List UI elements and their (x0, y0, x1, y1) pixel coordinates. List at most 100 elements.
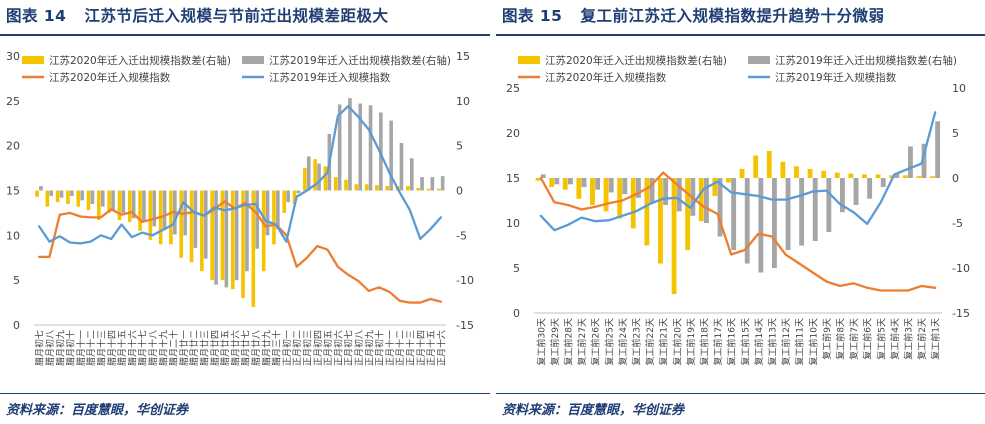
chart1-bar-s0-3 (576, 178, 582, 199)
chart0-bar-s1-16 (203, 190, 208, 259)
chart0-bar-s0-7 (107, 190, 111, 213)
chart0-category-label-24: 正月初一 (281, 330, 293, 366)
chart1-bar-s1-28 (921, 143, 927, 178)
chart0-bar-s1-22 (265, 190, 270, 236)
chart0-category-label-23: 腊月三十 (271, 330, 283, 366)
chart1-bar-s0-6 (617, 178, 623, 219)
figure-15-title-text: 复工前江苏迁入规模指数提升趋势十分微弱 (580, 7, 885, 25)
chart1-category-label-4: 复工前26天 (590, 318, 602, 365)
chart0-bar-s1-38 (430, 177, 435, 191)
chart0-bar-s0-5 (86, 190, 91, 211)
chart0-bar-s0-25 (292, 190, 297, 204)
chart1-bar-s0-15 (739, 169, 745, 178)
chart1-bar-s0-0 (535, 178, 541, 181)
chart1-category-label-9: 复工前21天 (658, 318, 670, 365)
chart1-bar-s1-14 (731, 178, 737, 250)
chart0-category-label-17: 腊月廿四 (209, 330, 221, 366)
chart1-bar-s0-9 (658, 178, 663, 264)
chart1-bar-s1-21 (826, 178, 832, 232)
chart0-category-label-5: 腊月十二 (85, 330, 97, 366)
chart0-bar-s1-34 (389, 120, 393, 191)
chart0-category-label-14: 腊月廿一 (178, 330, 190, 366)
chart1-bar-s0-12 (698, 178, 704, 222)
chart0-bar-s1-4 (80, 190, 84, 201)
chart1-left-tick: 10 (506, 217, 520, 230)
chart0-bar-s1-25 (296, 190, 301, 194)
chart0-category-label-34: 正月十一 (384, 330, 396, 366)
chart0-bar-s1-36 (409, 158, 414, 191)
chart1-right-tick: -15 (952, 307, 970, 320)
chart1-bar-s0-29 (930, 176, 935, 178)
chart1-bar-s0-26 (889, 175, 895, 178)
chart1-bar-s0-4 (590, 178, 595, 205)
chart0-category-label-28: 正月初五 (322, 330, 334, 366)
chart0-left-tick: 5 (13, 274, 20, 287)
chart1-bar-s1-17 (772, 178, 777, 268)
chart0-category-label-37: 正月十四 (415, 330, 427, 366)
chart1-bar-s0-10 (671, 178, 677, 295)
chart0-bar-s1-30 (348, 98, 352, 191)
chart1-left-tick: 25 (506, 82, 520, 95)
chart1-right-tick: 5 (952, 127, 959, 140)
chart0-legend-label-2: 江苏2020年迁入规模指数 (49, 71, 171, 84)
chart1-bar-s1-2 (568, 178, 573, 185)
chart0-bar-s0-37 (416, 187, 420, 191)
chart0-category-label-18: 腊月廿五 (219, 330, 231, 366)
chart0-category-label-27: 正月初四 (312, 330, 324, 366)
chart0-bar-s0-36 (406, 186, 410, 191)
chart1-bar-s1-3 (581, 178, 587, 187)
chart1-category-label-28: 复工前2天 (916, 318, 928, 360)
chart0-bar-s0-32 (364, 184, 369, 191)
chart1-category-label-12: 复工前18天 (699, 318, 711, 365)
chart1-bar-s0-20 (807, 169, 813, 178)
chart1-category-label-8: 复工前22天 (644, 318, 656, 365)
chart1-bar-s1-6 (622, 178, 628, 195)
chart0-bar-s0-4 (76, 190, 81, 207)
chart1-line-s3 (539, 111, 937, 232)
chart0-bar-s1-29 (337, 104, 342, 191)
chart0-bar-s0-16 (200, 190, 204, 272)
chart1-bar-s1-22 (840, 178, 845, 213)
chart0-line-s3 (38, 105, 443, 245)
chart1-bar-s1-25 (880, 178, 886, 187)
chart0-bar-s1-5 (90, 190, 95, 204)
chart1-bar-s1-24 (867, 178, 873, 199)
chart1-bar-s0-17 (766, 151, 772, 178)
chart1-left-tick: 15 (506, 172, 520, 185)
figure-15-chart: 江苏2020年迁入迁出规模指数差(右轴) 江苏2019年迁入迁出规模指数差(右轴)… (506, 54, 970, 365)
chart1-bar-s0-18 (780, 161, 786, 178)
chart1-bar-s1-7 (636, 178, 641, 198)
chart0-bar-s0-14 (179, 190, 184, 258)
chart0-bar-s0-31 (354, 184, 359, 191)
chart0-bar-s0-30 (344, 179, 348, 191)
chart0-right-tick: 10 (456, 95, 470, 108)
chart1-right-tick: -5 (952, 217, 963, 230)
chart0-bar-s0-22 (261, 190, 266, 272)
chart1-bar-s0-11 (685, 178, 691, 250)
chart0-bar-s0-18 (220, 190, 225, 281)
chart0-category-label-8: 腊月十五 (116, 330, 128, 366)
figure-15-source: 资料来源：百度慧眼，华创证券 (502, 403, 685, 418)
chart1-bar-s0-25 (875, 174, 881, 178)
chart0-bar-s1-18 (224, 190, 229, 288)
chart0-category-label-29: 正月初六 (332, 330, 344, 366)
chart1-category-label-24: 复工前6天 (862, 318, 874, 360)
chart1-category-label-13: 复工前17天 (712, 318, 724, 365)
chart0-category-label-11: 腊月十八 (147, 330, 159, 366)
chart1-bar-s1-13 (717, 178, 723, 237)
chart0-bar-s0-24 (282, 190, 287, 213)
chart1-category-label-27: 复工前3天 (903, 318, 915, 360)
chart0-category-label-16: 腊月廿三 (198, 330, 210, 366)
chart0-bar-s0-27 (313, 159, 317, 191)
chart0-category-label-4: 腊月十一 (75, 330, 87, 366)
chart0-category-label-1: 腊月初八 (44, 330, 56, 366)
chart0-bar-s1-27 (317, 163, 321, 191)
chart0-bar-s1-23 (276, 190, 280, 230)
chart0-bar-s1-19 (234, 190, 239, 281)
chart0-category-label-35: 正月十二 (394, 330, 406, 366)
chart0-category-label-2: 腊月初九 (54, 330, 66, 366)
chart0-bar-s1-35 (399, 142, 404, 191)
chart0-bar-s1-32 (368, 105, 373, 191)
chart1-legend-label-3: 江苏2019年迁入规模指数 (775, 71, 897, 84)
chart0-category-label-13: 腊月二十 (168, 330, 180, 366)
